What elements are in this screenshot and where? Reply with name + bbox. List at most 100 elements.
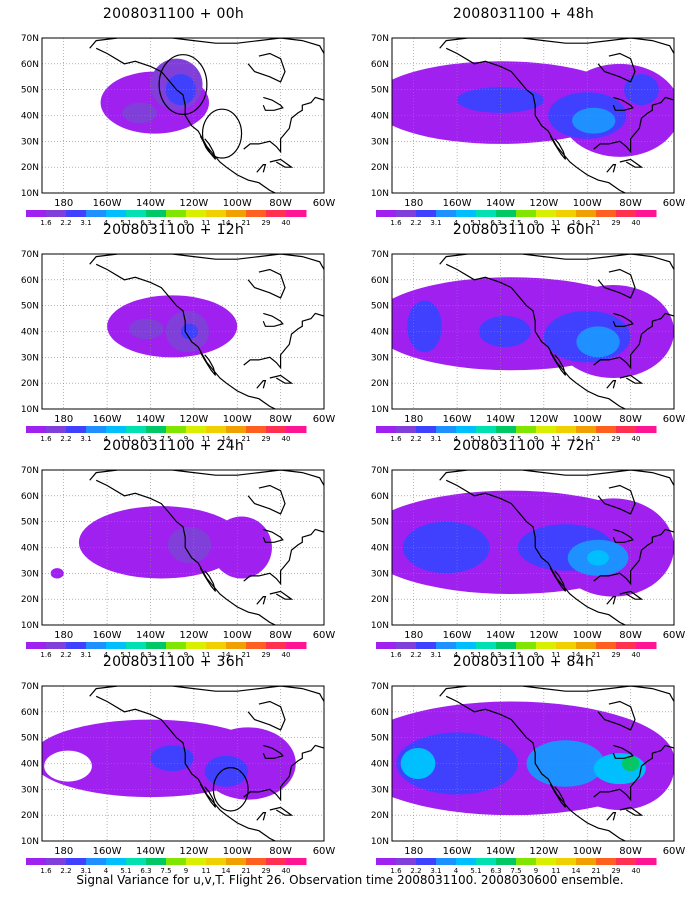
colorbar-swatch (146, 858, 167, 865)
colorbar-swatch (246, 642, 267, 649)
latitude-label: 20N (21, 379, 39, 389)
longitude-label: 60W (663, 198, 686, 209)
latitude-label: 70N (21, 250, 39, 260)
colorbar-label: 29 (262, 435, 271, 442)
longitude-label: 160W (443, 846, 472, 857)
latitude-label: 10N (21, 621, 39, 631)
colorbar-label: 4 (104, 651, 109, 658)
latitude-label: 10N (21, 405, 39, 415)
colorbar-swatch (636, 210, 657, 217)
colorbar-label: 40 (282, 435, 291, 442)
colorbar-swatch (516, 642, 537, 649)
colorbar-label: 2.2 (60, 435, 71, 442)
colorbar-label: 9 (534, 867, 538, 874)
coastline (597, 268, 636, 299)
colorbar-swatch (636, 426, 657, 433)
coastline (445, 263, 627, 409)
coastline (262, 96, 284, 111)
colorbar-swatch (516, 858, 537, 865)
map-frame (391, 37, 675, 194)
coastline (549, 135, 567, 160)
map-canvas: 70N 60N 50N 40N 30N 20N 10N 180 160W 140W 120W 100W… (21, 466, 336, 658)
colorbar-label: 1.6 (390, 651, 402, 658)
colorbar-swatch (266, 210, 287, 217)
coastline (549, 351, 567, 376)
colorbar-label: 21 (242, 867, 251, 874)
variance-contour (407, 300, 442, 353)
colorbar-label: 21 (592, 219, 601, 226)
colorbar-label: 9 (534, 219, 538, 226)
latitude-label: 50N (371, 518, 389, 528)
colorbar-swatch (26, 426, 47, 433)
colorbar-label: 29 (262, 867, 271, 874)
colorbar-swatch (616, 426, 637, 433)
target-circle (212, 767, 249, 812)
latitude-label: 60N (21, 60, 39, 70)
colorbar-swatch (416, 642, 437, 649)
variance-contour (78, 506, 244, 579)
colorbar-swatch (636, 642, 657, 649)
latitude-label: 30N (371, 785, 389, 795)
coastline (606, 380, 617, 389)
colorbar-swatch (66, 642, 87, 649)
colorbar-label: 14 (222, 867, 231, 874)
colorbar-swatch (126, 426, 147, 433)
coastline (612, 96, 634, 111)
latitude-label: 10N (371, 837, 389, 847)
colorbar-label: 11 (552, 435, 561, 442)
colorbar-swatch (186, 642, 207, 649)
variance-gap (44, 750, 92, 782)
coastline (256, 164, 267, 173)
colorbar-label: 5.1 (120, 435, 131, 442)
colorbar-swatch (576, 426, 597, 433)
colorbar-swatch (246, 858, 267, 865)
latitude-label: 20N (21, 811, 39, 821)
map-frame (41, 253, 325, 410)
coastline (269, 158, 294, 168)
colorbar-swatch (616, 858, 637, 865)
colorbar-label: 1.6 (390, 867, 402, 874)
colorbar-label: 1.6 (390, 435, 402, 442)
latitude-label: 10N (371, 405, 389, 415)
colorbar-label: 29 (612, 435, 621, 442)
latitude-label: 50N (21, 86, 39, 96)
colorbar-swatch (476, 426, 497, 433)
colorbar-swatch (436, 642, 457, 649)
longitude-label: 180 (54, 414, 73, 425)
longitude-label: 180 (54, 630, 73, 641)
latitude-label: 60N (371, 492, 389, 502)
longitude-label: 100W (223, 846, 252, 857)
panel-title: 2008031100 + 60h (452, 222, 595, 238)
colorbar-swatch (226, 642, 247, 649)
colorbar-label: 14 (222, 651, 231, 658)
longitude-label: 80W (619, 198, 642, 209)
coastline (269, 590, 294, 600)
map-panel: 2008031100 + 00h 70N 60N 50N 40N 30N 20N 10N 180… (6, 6, 341, 226)
colorbar-label: 14 (572, 435, 581, 442)
colorbar-label: 2.2 (410, 219, 421, 226)
longitude-label: 140W (486, 414, 515, 425)
coastline (593, 96, 674, 154)
latitude-label: 30N (21, 785, 39, 795)
latitude-label: 70N (371, 682, 389, 692)
colorbar-label: 14 (222, 435, 231, 442)
latitude-label: 70N (371, 250, 389, 260)
colorbar-swatch (146, 426, 167, 433)
colorbar-label: 7.5 (160, 651, 171, 658)
colorbar-swatch (46, 210, 67, 217)
variance-contour (204, 755, 249, 787)
latitude-label: 50N (21, 734, 39, 744)
latitude-label: 60N (21, 276, 39, 286)
latitude-label: 50N (371, 86, 389, 96)
colorbar-label: 6.3 (140, 219, 151, 226)
coastline (262, 528, 284, 543)
longitude-label: 100W (573, 414, 602, 425)
map-canvas: 70N 60N 50N 40N 30N 20N 10N 180 160W 140W 120W 100W… (371, 34, 686, 226)
latitude-label: 50N (371, 734, 389, 744)
colorbar-label: 3.1 (80, 219, 91, 226)
colorbar-swatch (596, 642, 617, 649)
colorbar-label: 5.1 (470, 435, 481, 442)
colorbar-swatch (286, 858, 307, 865)
map-panel: 2008031100 + 36h 70N 60N 50N 40N 30N 20N 10N 180… (6, 654, 341, 874)
colorbar-label: 9 (184, 651, 188, 658)
